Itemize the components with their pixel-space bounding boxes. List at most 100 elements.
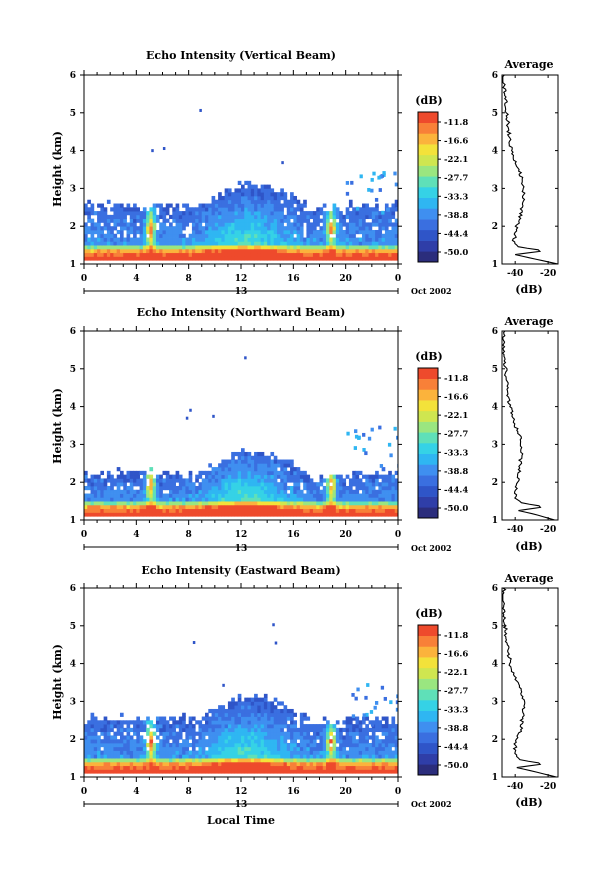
echo-cell (205, 233, 209, 238)
echo-cell (254, 252, 258, 257)
echo-cell (329, 241, 333, 246)
echo-cell (214, 482, 219, 487)
echo-cell (329, 474, 333, 479)
echo-cell (371, 241, 376, 246)
echo-cell (359, 174, 363, 179)
echo-cell (270, 214, 275, 220)
echo-cell (303, 727, 307, 733)
echo-cell (329, 493, 333, 498)
echo-cell (136, 207, 140, 212)
echo-cell (276, 211, 281, 216)
echo-cell (162, 237, 167, 242)
echo-cell (312, 769, 317, 774)
echo-cell (231, 501, 235, 506)
echo-cell (388, 207, 392, 212)
echo-cell (296, 470, 301, 476)
echo-cell (335, 735, 340, 740)
echo-cell (182, 758, 186, 763)
echo-cell (365, 226, 369, 231)
echo-cell (139, 211, 144, 216)
echo-cell (133, 761, 137, 767)
echo-cell (322, 497, 327, 502)
echo-cell (191, 501, 196, 506)
colorbar-tick-label: -22.1 (444, 155, 468, 165)
echo-cell (93, 512, 98, 517)
echo-cell (250, 697, 255, 702)
echo-cell (306, 765, 311, 770)
echo-cell (129, 493, 134, 498)
echo-cell (97, 203, 101, 208)
echo-cell (391, 735, 396, 740)
profile-frame (501, 587, 559, 778)
echo-cell (159, 750, 163, 755)
echo-cell (221, 229, 226, 235)
echo-cell (162, 512, 167, 517)
echo-cell (384, 731, 389, 736)
echo-cell (329, 489, 333, 494)
echo-cell (195, 739, 199, 744)
echo-cell (169, 233, 173, 238)
echo-cell (273, 211, 278, 216)
echo-cell (374, 701, 379, 705)
echo-cell (126, 724, 131, 729)
echo-cell (241, 474, 245, 479)
echo-cell (159, 720, 163, 725)
echo-cell (201, 229, 206, 235)
echo-cell (97, 497, 101, 502)
echo-cell (312, 512, 317, 517)
echo-cell (283, 214, 288, 220)
echo-cell (263, 211, 268, 216)
echo-cell (152, 508, 157, 513)
echo-cell (371, 252, 376, 257)
echo-cell (218, 229, 222, 235)
x-tick-label: 4 (133, 274, 139, 284)
echo-cell (345, 724, 350, 729)
echo-cell (116, 248, 121, 254)
echo-cell (352, 742, 356, 748)
echo-cell (133, 248, 137, 254)
echo-cell (263, 192, 268, 197)
profile-x-tick-label: -40 (507, 782, 523, 792)
echo-cell (345, 739, 350, 744)
echo-cell (267, 501, 271, 506)
echo-cell (84, 470, 88, 476)
echo-cell (267, 474, 271, 479)
echo-cell (290, 214, 294, 220)
echo-cell (371, 482, 376, 487)
echo-cell (391, 504, 396, 510)
echo-cell (326, 256, 330, 261)
echo-cell (375, 203, 379, 208)
echo-cell (221, 716, 226, 721)
echo-cell (119, 233, 124, 238)
x-tick-label: 0 (81, 530, 87, 540)
echo-cell (352, 758, 356, 763)
echo-cell (257, 716, 262, 721)
echo-cell (169, 746, 173, 751)
echo-cell (175, 214, 180, 220)
echo-cell (84, 761, 88, 767)
echo-cell (244, 226, 248, 231)
echo-cell (234, 489, 239, 494)
echo-cell (162, 716, 167, 721)
echo-cell (126, 478, 131, 483)
echo-cell (234, 199, 239, 204)
echo-cell (306, 716, 311, 721)
echo-cell (123, 474, 127, 479)
echo-cell (296, 727, 301, 733)
echo-cell (178, 241, 183, 246)
echo-cell (208, 256, 212, 261)
echo-cell (116, 497, 121, 502)
echo-cell (368, 226, 373, 231)
colorbar-swatch (418, 251, 438, 263)
echo-cell (348, 731, 353, 736)
echo-cell (218, 761, 222, 767)
echo-cell (339, 750, 343, 755)
echo-cell (205, 207, 209, 212)
echo-cell (126, 512, 131, 517)
echo-cell (322, 485, 327, 491)
echo-cell (129, 256, 134, 261)
echo-cell (241, 705, 245, 710)
echo-cell (224, 761, 229, 767)
echo-cell (103, 742, 108, 748)
